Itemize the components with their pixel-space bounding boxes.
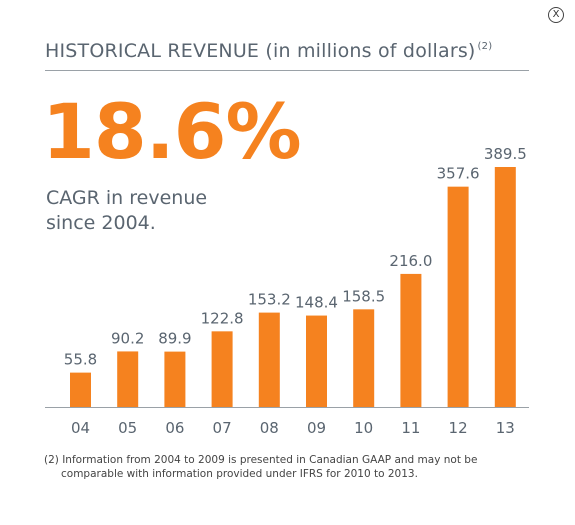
data-label-12: 357.6 (437, 165, 480, 183)
chart-title-text: HISTORICAL REVENUE (in millions of dolla… (45, 40, 476, 62)
cagr-caption: CAGR in revenue since 2004. (46, 186, 266, 236)
title-divider (45, 70, 529, 71)
data-label-08: 153.2 (248, 291, 291, 309)
data-label-04: 55.8 (64, 351, 97, 369)
bar-08 (258, 312, 280, 407)
bar-11 (400, 273, 422, 407)
bar-07 (211, 331, 233, 407)
x-tick-label-09: 09 (307, 419, 326, 437)
x-tick-label-05: 05 (118, 419, 137, 437)
chart-title: HISTORICAL REVENUE (in millions of dolla… (45, 40, 492, 62)
cagr-caption-line1: CAGR in revenue (46, 187, 208, 209)
bar-10 (353, 309, 375, 407)
data-label-10: 158.5 (342, 287, 385, 305)
x-tick-label-04: 04 (71, 419, 90, 437)
data-label-06: 89.9 (158, 330, 191, 348)
x-tick-label-10: 10 (354, 419, 373, 437)
data-label-09: 148.4 (295, 294, 338, 312)
bar-13 (494, 167, 516, 407)
cagr-caption-line2: since 2004. (46, 212, 156, 234)
bar-06 (164, 351, 186, 407)
bar-05 (117, 351, 139, 407)
x-tick-label-12: 12 (449, 419, 468, 437)
bar-09 (306, 315, 327, 407)
close-button[interactable]: X (548, 7, 564, 23)
footnote-line2: comparable with information provided und… (61, 468, 418, 480)
x-tick-label-06: 06 (165, 419, 184, 437)
footnote-line1: (2) Information from 2004 to 2009 is pre… (44, 454, 478, 466)
cagr-value: 18.6% (42, 87, 302, 176)
bar-04 (70, 372, 91, 407)
footnote: (2) Information from 2004 to 2009 is pre… (44, 453, 514, 481)
x-tick-label-08: 08 (260, 419, 279, 437)
bar-12 (447, 186, 469, 407)
data-label-07: 122.8 (201, 309, 244, 327)
data-label-13: 389.5 (484, 145, 527, 163)
data-label-05: 90.2 (111, 329, 144, 347)
x-tick-label-07: 07 (213, 419, 232, 437)
x-tick-label-13: 13 (496, 419, 515, 437)
title-footnote-ref: (2) (477, 41, 493, 52)
x-tick-label-11: 11 (401, 419, 420, 437)
data-label-11: 216.0 (389, 252, 432, 270)
